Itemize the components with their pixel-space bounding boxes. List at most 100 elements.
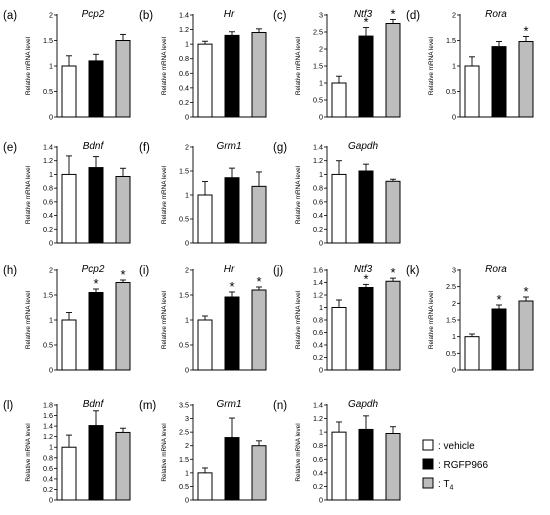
panel-f: (f) Grm1 Relative mRNA level 0 0.5 1 1.5 2	[139, 141, 267, 248]
bar-rgfp966	[358, 35, 374, 118]
bar-t4	[385, 433, 401, 501]
significance-star: *	[229, 279, 234, 294]
y-axis-label: Relative mRNA level	[295, 166, 302, 224]
bar-t4	[518, 300, 534, 371]
y-tick-label: 2.5	[446, 282, 456, 291]
y-tick-label: 0.6	[43, 197, 53, 206]
y-tick-label: 1	[319, 428, 323, 437]
y-axis-label: Relative mRNA level	[25, 291, 32, 349]
significance-star: *	[363, 271, 368, 286]
y-tick-label: 0	[319, 496, 323, 505]
bar-t4	[115, 431, 131, 501]
y-tick-label: 1.6	[43, 411, 53, 420]
y-tick-label: 0	[49, 113, 53, 122]
y-tick-label: 0.4	[43, 211, 53, 220]
bar-t4	[385, 180, 401, 244]
gene-title: Grm1	[217, 399, 242, 410]
y-axis-label: Relative mRNA level	[295, 291, 302, 349]
y-tick-label: 0	[185, 239, 189, 248]
y-tick-label: 1.4	[313, 278, 323, 287]
y-tick-label: 0	[319, 239, 323, 248]
y-tick-label: 0.4	[179, 83, 189, 92]
bar-t4	[115, 175, 131, 244]
y-tick-label: 3	[185, 414, 189, 423]
bar-vehicle	[464, 65, 480, 118]
panel-letter: (l)	[3, 400, 13, 412]
legend-swatch-vehicle	[422, 439, 434, 451]
legend-label-t4-text: : T	[438, 479, 449, 490]
bar-vehicle	[197, 319, 213, 371]
panel-letter: (k)	[406, 265, 420, 277]
bar-rgfp966	[224, 437, 240, 501]
legend-label-vehicle: : vehicle	[438, 441, 475, 452]
y-axis-label: Relative mRNA level	[25, 166, 32, 224]
significance-star: *	[363, 15, 368, 30]
y-tick-label: 1.5	[313, 62, 323, 71]
y-tick-label: 1	[319, 79, 323, 88]
bar-t4	[251, 31, 267, 118]
y-tick-label: 0.6	[179, 69, 189, 78]
y-tick-label: 0.2	[313, 482, 323, 491]
bar-vehicle	[197, 472, 213, 501]
bar-rgfp966	[224, 177, 240, 244]
bar-t4	[115, 40, 131, 118]
y-tick-label: 0.6	[313, 328, 323, 337]
y-tick-label: 1	[49, 170, 53, 179]
y-tick-label: 0.4	[313, 341, 323, 350]
bar-rgfp966	[88, 60, 104, 118]
gene-title: Ntf3	[354, 264, 373, 275]
significance-star: *	[390, 6, 395, 21]
panel-letter: (h)	[3, 265, 17, 277]
y-tick-label: 1.6	[313, 266, 323, 275]
panel-letter: (i)	[139, 265, 149, 277]
y-tick-label: 0.5	[446, 87, 456, 96]
y-tick-label: 0	[49, 239, 53, 248]
y-tick-label: 0.2	[43, 485, 53, 494]
y-tick-label: 1	[185, 40, 189, 49]
y-tick-label: 0	[185, 113, 189, 122]
panel-letter: (d)	[406, 10, 420, 22]
y-tick-label: 1.5	[446, 316, 456, 325]
y-axis-label: Relative mRNA level	[295, 37, 302, 95]
y-tick-label: 1.4	[43, 143, 53, 152]
y-tick-label: 1.2	[313, 291, 323, 300]
y-tick-label: 0.6	[313, 455, 323, 464]
y-tick-label: 2.5	[313, 28, 323, 37]
y-tick-label: 0	[49, 496, 53, 505]
y-tick-label: 1	[319, 303, 323, 312]
y-tick-label: 1.2	[313, 156, 323, 165]
y-tick-label: 0.4	[313, 468, 323, 477]
y-tick-label: 0.4	[313, 211, 323, 220]
gene-title: Grm1	[217, 141, 242, 152]
significance-star: *	[93, 276, 98, 291]
panel-c: (c) Ntf3 Relative mRNA level 0 0.5 1 1.5 2 2.5 3 *…	[273, 6, 401, 122]
y-tick-label: 0.8	[313, 441, 323, 450]
gene-title: Gapdh	[348, 141, 378, 152]
y-tick-label: 0.2	[43, 225, 53, 234]
gene-title: Hr	[224, 9, 235, 20]
gene-title: Ntf3	[354, 9, 373, 20]
panel-j: (j) Ntf3 Relative mRNA level 0 0.2 0.4 0.6 0.8 1…	[273, 264, 401, 375]
panel-letter: (n)	[273, 400, 287, 412]
y-tick-label: 0.5	[43, 341, 53, 350]
significance-star: *	[496, 292, 501, 307]
y-tick-label: 0.5	[43, 87, 53, 96]
y-tick-label: 1.2	[43, 432, 53, 441]
y-tick-label: 1.2	[43, 156, 53, 165]
bar-rgfp966	[358, 170, 374, 244]
legend-label-rgfp966: : RGFP966	[438, 460, 488, 471]
bar-t4	[251, 445, 267, 501]
y-tick-label: 0.2	[313, 225, 323, 234]
significance-star: *	[390, 265, 395, 280]
y-axis-label: Relative mRNA level	[161, 166, 168, 224]
y-tick-label: 1	[49, 443, 53, 452]
gene-title: Bdnf	[83, 399, 105, 410]
bar-vehicle	[331, 173, 347, 244]
panel-letter: (c)	[273, 10, 287, 22]
panel-letter: (g)	[273, 142, 287, 154]
bar-t4	[251, 289, 267, 371]
y-tick-label: 1	[452, 62, 456, 71]
y-tick-label: 0.5	[313, 96, 323, 105]
gene-title: Bdnf	[83, 141, 105, 152]
